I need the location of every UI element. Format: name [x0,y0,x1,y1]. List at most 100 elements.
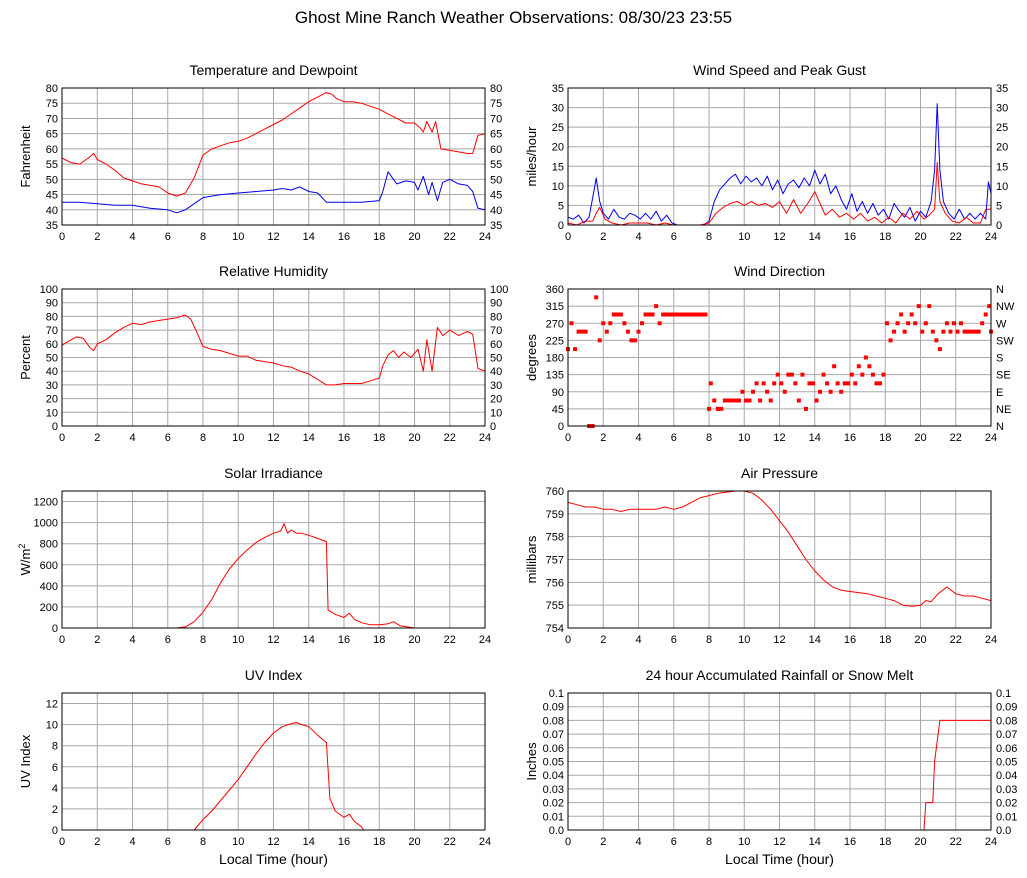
y-axis-label: degrees [524,334,539,381]
wind-direction-point [909,312,914,317]
y-tick-label: 50 [46,353,58,365]
x-tick-label: 22 [444,634,456,646]
x-tick-label: 10 [232,836,244,848]
x-tick-label: 24 [479,231,491,243]
y-tick-label: 225 [546,335,564,347]
x-tick-label: 6 [165,836,171,848]
x-tick-label: 22 [950,634,962,646]
wind-direction-point [789,372,794,377]
wind-direction-point [625,329,630,334]
wind-direction-point [740,389,745,394]
wind-direction-point [640,321,645,326]
wind-direction-point [643,312,648,317]
wind-direction-point [980,321,985,326]
right-tick-label: 0.05 [996,757,1017,769]
wind-direction-point [955,329,960,334]
wind-direction-point [573,347,578,352]
x-tick-label: 20 [914,231,926,243]
humidity-series-1-line [61,314,486,386]
chart-title: Wind Direction [734,263,825,279]
wind-direction-point [849,372,854,377]
y-axis-label: millibars [524,535,539,583]
wind-direction-point [853,381,858,386]
y-tick-label: 135 [546,370,564,382]
wind-direction-point [754,381,759,386]
right-tick-label: 100 [490,284,508,296]
y-tick-label: 6 [52,762,58,774]
chart-title: Solar Irradiance [224,465,323,481]
right-tick-label: 25 [996,122,1008,134]
x-tick-label: 12 [267,432,279,444]
wind-direction-point [761,381,766,386]
y-tick-label: 45 [46,190,58,202]
wind-direction-point [654,304,659,309]
x-tick-label: 16 [338,231,350,243]
x-tick-label: 20 [914,836,926,848]
right-tick-label: 0.04 [996,770,1017,782]
wind-direction-point [934,338,939,343]
right-tick-label: 0 [490,421,496,433]
x-tick-label: 2 [94,634,100,646]
wind-direction-point [696,312,701,317]
right-tick-label: 70 [490,325,502,337]
wind-direction-point [839,389,844,394]
y-tick-label: 760 [546,486,564,498]
wind-direction-point [608,321,613,326]
wind-direction-point [906,321,911,326]
y-tick-label: 757 [546,555,564,567]
chart-title: Air Pressure [741,465,818,481]
wind-direction-point [772,381,777,386]
x-tick-label: 4 [129,634,135,646]
right-tick-label: 45 [490,190,502,202]
wind-direction-point [892,329,897,334]
x-tick-label: 14 [303,432,315,444]
x-tick-label: 0 [59,432,65,444]
y-tick-label: 75 [46,98,58,110]
y-axis-label: miles/hour [524,126,539,187]
x-tick-label: 4 [129,836,135,848]
x-tick-label: 2 [94,432,100,444]
x-tick-label: 16 [338,432,350,444]
right-tick-label: 20 [490,394,502,406]
x-tick-label: 12 [267,231,279,243]
wind-direction-point [618,312,623,317]
temperature-series-2-line [62,171,486,214]
x-tick-label: 6 [671,432,677,444]
wind-direction-point [937,347,942,352]
x-tick-label: 22 [950,836,962,848]
x-tick-label: 8 [706,231,712,243]
wind-direction-point [959,321,964,326]
y-tick-label: 30 [46,380,58,392]
y-axis-label: W/m2 [17,544,33,576]
y-tick-label: 0.07 [543,729,564,741]
x-tick-label: 2 [600,634,606,646]
wind-direction-point [615,312,620,317]
y-tick-label: 0.1 [549,688,564,700]
y-tick-label: 0 [52,825,58,837]
wind-direction-point [715,406,720,411]
right-tick-label: 0.01 [996,811,1017,823]
wind-direction-point [927,304,932,309]
x-tick-label: 12 [773,231,785,243]
x-tick-label: 16 [844,634,856,646]
y-tick-label: 60 [46,339,58,351]
wind-direction-point [657,321,662,326]
right-tick-label: 10 [490,407,502,419]
x-tick-label: 20 [408,634,420,646]
wind-direction-point [765,389,770,394]
y-tick-label: 40 [46,205,58,217]
y-tick-label: 0 [558,421,564,433]
y-tick-label: 1200 [34,497,58,509]
plot-frame [567,288,992,427]
x-tick-label: 18 [373,634,385,646]
wind-direction-point [636,329,641,334]
wind-direction-point [969,329,974,334]
y-tick-label: 400 [40,581,58,593]
right-tick-label: 75 [490,98,502,110]
right-tick-label: 30 [490,380,502,392]
y-tick-label: 0.08 [543,715,564,727]
